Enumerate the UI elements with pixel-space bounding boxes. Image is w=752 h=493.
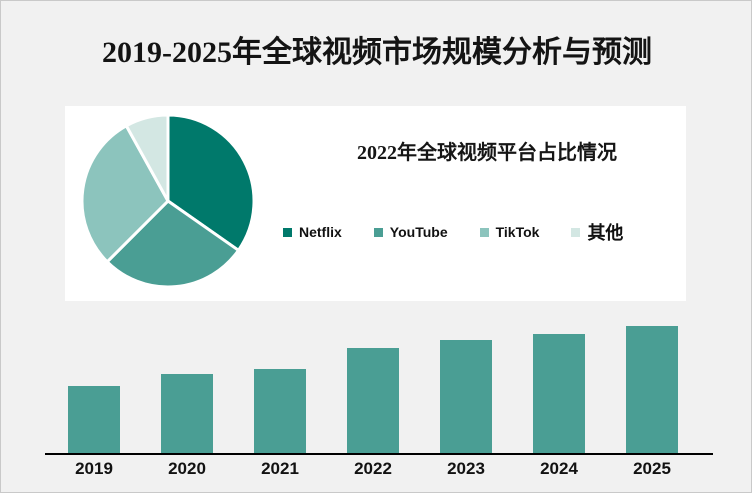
pie-chart-legend: Netflix YouTube TikTok 其他 [283, 219, 683, 245]
bar-label-2019: 2019 [75, 459, 113, 478]
bar-2025[interactable] [626, 326, 678, 454]
bar-label-2024: 2024 [540, 459, 578, 478]
page-title: 2019-2025年全球视频市场规模分析与预测 [102, 35, 652, 69]
pie-slice-youtube[interactable] [105, 199, 240, 287]
legend-item-other[interactable]: 其他 [571, 219, 623, 245]
bar-2019[interactable] [68, 386, 120, 454]
legend-item-netflix[interactable]: Netflix [283, 224, 342, 240]
legend-item-tiktok[interactable]: TikTok [479, 224, 540, 240]
legend-swatch-icon [283, 227, 292, 237]
bar-2020[interactable] [161, 374, 213, 454]
bar-2024[interactable] [533, 334, 585, 454]
pie-slice-netflix[interactable] [166, 115, 254, 252]
pie-chart-subtitle: 2022年全球视频平台占比情况 [357, 142, 617, 164]
legend-swatch-icon [373, 227, 383, 237]
legend-item-label: YouTube [389, 224, 448, 240]
bar-label-2023: 2023 [447, 459, 485, 478]
bar-label-2021: 2021 [261, 459, 299, 478]
legend-item-youtube[interactable]: YouTube [373, 224, 448, 240]
legend-item-label: 其他 [587, 223, 624, 243]
pie-chart [82, 115, 254, 287]
bar-2022[interactable] [347, 348, 399, 454]
pie-chart-card: 2022年全球视频平台占比情况 Netflix YouTube TikTok 其他 [65, 106, 686, 301]
bar-2021[interactable] [254, 369, 306, 454]
legend-swatch-icon [571, 227, 581, 237]
bar-chart-plot-area [45, 306, 713, 454]
bar-label-2025: 2025 [633, 459, 671, 478]
bar-2023[interactable] [440, 340, 492, 454]
pie-chart-svg [82, 115, 254, 287]
bar-chart-x-axis-labels: 2019 2020 2021 2022 2023 2024 2025 [45, 459, 713, 489]
legend-item-label: TikTok [495, 224, 540, 240]
title-bar: 2019-2025年全球视频市场规模分析与预测 [1, 1, 751, 96]
bar-chart-x-axis-line [45, 453, 713, 455]
pie-slice-tiktok[interactable] [82, 124, 170, 264]
bar-label-2022: 2022 [354, 459, 392, 478]
bar-label-2020: 2020 [168, 459, 206, 478]
bar-chart: 2019 2020 2021 2022 2023 2024 2025 [1, 301, 751, 492]
pie-slice-other[interactable] [124, 115, 170, 203]
legend-swatch-icon [479, 227, 489, 237]
legend-item-label: Netflix [299, 224, 342, 240]
